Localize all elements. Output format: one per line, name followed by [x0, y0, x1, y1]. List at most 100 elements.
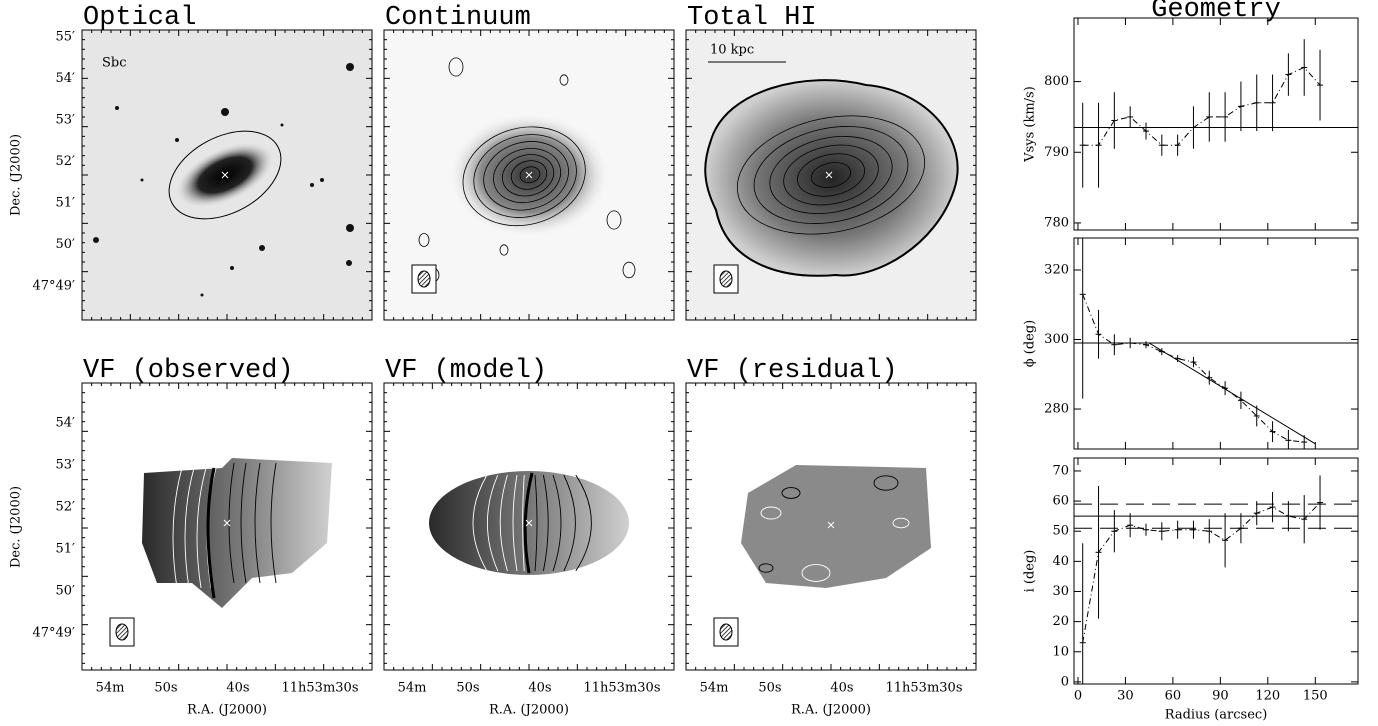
star [175, 138, 179, 142]
ra-tick-label: 54m [700, 681, 729, 696]
x-tick-label: 150 [1303, 689, 1328, 704]
ra-tick-label: 40s [528, 681, 551, 696]
panel-title: Total HI [687, 3, 817, 33]
center-mark [525, 519, 533, 527]
star [280, 123, 284, 127]
image-panel: 10 kpc [685, 29, 977, 321]
x-tick-label: 90 [1212, 689, 1229, 704]
beam [719, 270, 733, 288]
star [115, 106, 119, 110]
series-line [1082, 66, 1321, 146]
star [310, 183, 314, 187]
zero-contour [523, 472, 534, 574]
y-tick-label: 280 [1044, 402, 1069, 417]
contour [781, 487, 801, 499]
scale-label: 10 kpc [710, 43, 754, 58]
contour [769, 135, 893, 215]
contour [753, 126, 909, 224]
center-mark [223, 519, 231, 527]
contour [783, 144, 879, 206]
panel-title: Optical [83, 3, 196, 33]
contour [499, 244, 509, 256]
image-panel [685, 382, 977, 671]
image-panel: Sbc [81, 29, 373, 321]
contour [499, 474, 508, 572]
y-axis-label: i (deg) [1023, 550, 1038, 593]
y-tick-label: 320 [1044, 262, 1069, 277]
contour [542, 474, 549, 572]
plot-area [1074, 475, 1358, 684]
center-mark [221, 171, 229, 179]
contour [606, 210, 622, 230]
dec-tick-label: 54′ [56, 71, 76, 86]
x-tick-label: 0 [1074, 689, 1082, 704]
contour [563, 474, 576, 572]
contour [501, 154, 555, 197]
y-tick-label: 790 [1044, 145, 1069, 160]
panel-title: VF (residual) [687, 356, 898, 386]
panel-title: VF (model) [385, 356, 547, 386]
star [346, 260, 352, 266]
dec-label: Dec. (J2000) [9, 486, 24, 568]
contour [270, 462, 277, 584]
ra-tick-label: 54m [398, 681, 427, 696]
contour [510, 160, 548, 190]
contour [254, 462, 261, 584]
plot-area [1074, 238, 1358, 449]
y-tick-label: 800 [1044, 74, 1069, 89]
star [230, 266, 234, 270]
contour [462, 126, 586, 227]
image: 10 kpc [686, 30, 976, 320]
residual-field [741, 465, 931, 588]
contour [448, 57, 464, 77]
y-tick-label: 10 [1052, 644, 1069, 659]
dec-label: Dec. (J2000) [9, 134, 24, 216]
ra-tick-label: 11h53m30s [282, 681, 359, 696]
contour [519, 166, 541, 184]
image-panel [81, 382, 373, 671]
contour [736, 115, 926, 235]
contour [184, 467, 195, 589]
contour [483, 141, 569, 211]
contour [534, 474, 538, 572]
series-line [1082, 294, 1305, 443]
beam [115, 623, 129, 641]
ra-label: R.A. (J2000) [187, 703, 267, 718]
dec-tick-label: 52′ [56, 154, 76, 169]
plot-area [1074, 39, 1358, 188]
y-axis-label: ϕ (deg) [1023, 320, 1038, 367]
y-tick-label: 30 [1052, 584, 1069, 599]
star [320, 178, 324, 182]
image [686, 383, 976, 670]
frame [1073, 17, 1359, 231]
ra-tick-label: 50s [456, 681, 479, 696]
velocity-field [142, 458, 332, 608]
star [346, 63, 354, 71]
contour [172, 467, 183, 589]
series-line [1082, 502, 1321, 643]
contour [873, 475, 899, 491]
ra-tick-label: 11h53m30s [886, 681, 963, 696]
contour [892, 517, 910, 529]
dec-tick-label: 51′ [56, 196, 76, 211]
star [346, 224, 354, 232]
series-line [1077, 342, 1316, 445]
frame [1073, 457, 1359, 685]
contour [760, 506, 782, 520]
image-panel [383, 29, 675, 321]
contour [801, 564, 831, 582]
contour [810, 162, 852, 188]
dec-tick-label: 51′ [56, 542, 76, 557]
image: Sbc [82, 30, 372, 320]
contour [512, 474, 518, 572]
center-mark [827, 521, 835, 529]
dec-tick-label: 53′ [56, 458, 76, 473]
ra-tick-label: 50s [154, 681, 177, 696]
dec-tick-label: 47°49′ [32, 279, 75, 294]
star [93, 237, 99, 243]
dec-tick-label: 50′ [56, 584, 76, 599]
y-tick-label: 20 [1052, 614, 1069, 629]
contour [196, 467, 207, 589]
image [384, 383, 674, 670]
